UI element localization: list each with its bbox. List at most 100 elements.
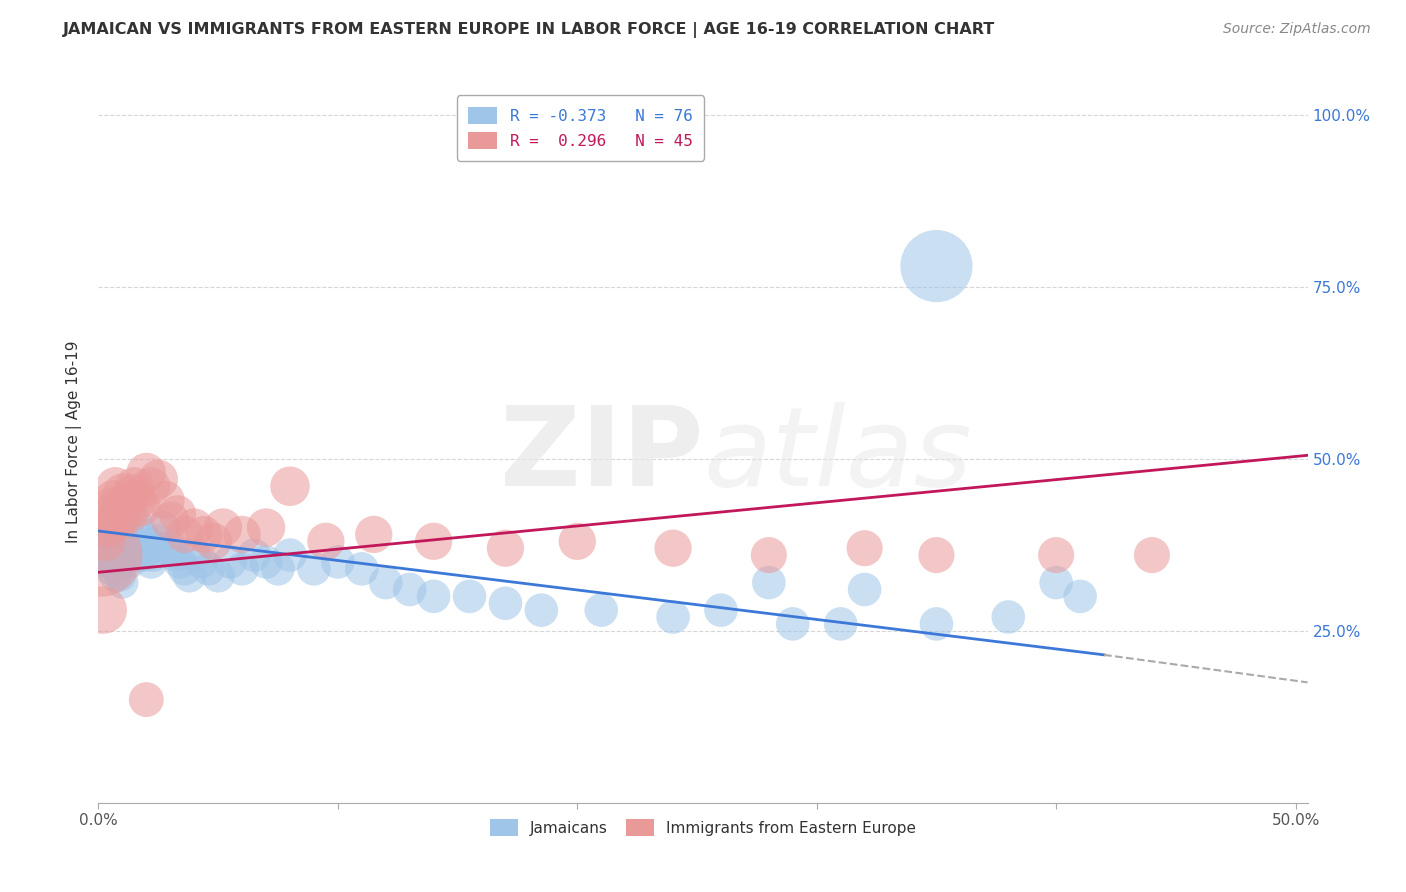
Point [197,562,219,576]
Point [567,534,589,549]
Text: atlas: atlas [703,402,972,509]
Point [148,472,170,486]
Point [591,603,613,617]
Text: Source: ZipAtlas.com: Source: ZipAtlas.com [1223,22,1371,37]
Point [111,486,134,500]
Point [179,568,201,582]
Point [155,541,177,556]
Point [495,596,517,610]
Point [1045,575,1067,590]
Point [101,493,124,508]
Point [997,610,1019,624]
Point [193,527,215,541]
Point [278,548,301,562]
Point [662,541,685,556]
Point [530,603,553,617]
Point [121,548,143,562]
Point [183,520,205,534]
Point [124,486,146,500]
Point [326,555,349,569]
Point [155,493,177,508]
Point [94,534,117,549]
Point [101,534,124,549]
Point [132,548,155,562]
Point [104,479,127,493]
Point [125,541,148,556]
Point [104,548,127,562]
Point [1140,548,1163,562]
Point [124,514,146,528]
Point [148,534,170,549]
Point [152,520,174,534]
Point [166,507,188,521]
Point [128,548,150,562]
Point [267,562,290,576]
Point [254,555,277,569]
Point [139,479,162,493]
Point [90,548,112,562]
Point [207,568,229,582]
Point [100,507,122,521]
Point [104,568,127,582]
Point [190,555,212,569]
Point [111,500,134,514]
Point [363,527,385,541]
Point [111,575,134,590]
Point [169,555,191,569]
Point [212,520,235,534]
Point [94,507,117,521]
Point [94,534,117,549]
Point [302,562,325,576]
Point [1045,548,1067,562]
Point [422,590,444,604]
Point [173,527,195,541]
Point [173,562,195,576]
Point [853,582,876,597]
Point [231,527,253,541]
Point [124,534,146,549]
Y-axis label: In Labor Force | Age 16-19: In Labor Force | Age 16-19 [66,340,83,543]
Point [97,548,120,562]
Point [114,507,136,521]
Legend: Jamaicans, Immigrants from Eastern Europe: Jamaicans, Immigrants from Eastern Europ… [484,814,922,842]
Point [91,548,114,562]
Point [422,534,444,549]
Point [398,582,420,597]
Point [853,541,876,556]
Point [100,541,122,556]
Point [100,562,122,576]
Point [100,520,122,534]
Point [118,507,141,521]
Point [111,555,134,569]
Text: ZIP: ZIP [499,402,703,509]
Point [115,493,138,508]
Point [97,527,120,541]
Point [91,520,114,534]
Point [115,548,138,562]
Point [101,555,124,569]
Point [231,562,253,576]
Point [350,562,373,576]
Point [114,534,136,549]
Point [758,575,780,590]
Point [159,514,181,528]
Point [278,479,301,493]
Point [219,555,242,569]
Point [125,493,148,508]
Point [925,548,948,562]
Point [374,575,396,590]
Point [254,520,277,534]
Point [925,259,948,273]
Point [108,500,131,514]
Point [758,548,780,562]
Point [131,527,153,541]
Point [108,548,131,562]
Point [710,603,733,617]
Point [138,541,160,556]
Point [104,527,127,541]
Point [1069,590,1091,604]
Point [107,514,129,528]
Point [139,555,162,569]
Point [131,500,153,514]
Point [830,616,852,631]
